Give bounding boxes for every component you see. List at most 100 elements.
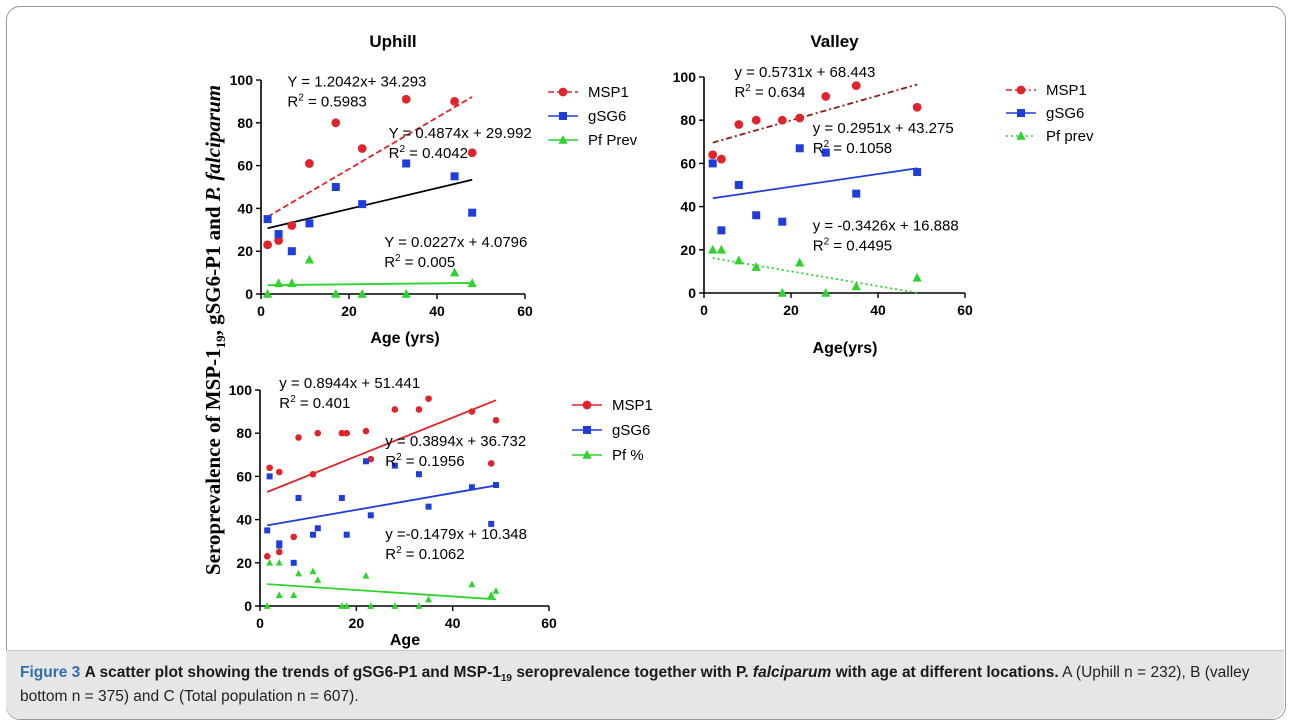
data-point-pf-prev [401,288,411,298]
r-squared-label: R2 = 0.401 [279,394,350,412]
trend-equation: y = 0.2951x + 43.275 [813,120,954,137]
data-point-msp1 [275,468,283,476]
data-point-msp1 [912,102,922,112]
data-point-msp1 [309,470,317,478]
data-point-msp1 [287,221,297,230]
data-point-msp1 [492,416,500,424]
trend-equation: y = -0.3426x + 16.888 [813,217,959,234]
data-point-msp1 [851,81,861,91]
data-point-msp1 [777,115,787,125]
y-tick-label: 20 [237,243,253,259]
data-point-msp1 [362,427,370,435]
data-point-gsg6 [415,471,422,478]
data-point-gsg6 [708,159,717,168]
y-tick-label: 0 [688,285,696,301]
data-point-gsg6 [778,217,787,226]
legend-marker [582,449,592,459]
legend-marker [1016,85,1026,95]
y-tick-label: 60 [680,155,696,171]
y-tick-label: 80 [237,115,253,131]
legend-label: gSG6 [588,108,626,125]
data-point-gsg6 [391,462,398,469]
figure-frame [6,6,1286,720]
data-point-msp1 [331,118,341,128]
data-point-msp1 [357,144,367,153]
data-point-gsg6 [717,226,726,235]
data-point-gsg6 [795,144,804,153]
y-tick-label: 60 [236,468,252,484]
data-point-gsg6 [852,189,861,198]
data-point-gsg6 [450,172,459,181]
trend-line-gsg6 [267,178,473,230]
data-point-pf-prev [751,262,761,271]
data-point-gsg6 [493,482,500,489]
caption-label: Figure 3 [20,664,81,681]
y-tick-label: 80 [236,425,252,441]
data-point-msp1 [263,240,272,250]
data-point-pf-prev [467,278,477,288]
data-point-gsg6 [338,495,345,501]
trend-line-msp1 [712,83,918,144]
data-point-gsg6 [290,559,297,566]
y-tick-label: 0 [245,286,253,302]
data-point-pf [338,602,346,609]
trend-line-pf-prev [712,257,918,294]
data-point-msp1 [468,408,476,415]
data-point-pf [266,559,274,566]
data-point-pf [263,602,271,609]
figure-caption: Figure 3 A scatter plot showing the tren… [20,661,1270,709]
data-point-msp1 [391,406,399,413]
trend-equation: Y = 0.4874x + 29.992 [389,125,532,142]
data-point-msp1 [751,115,761,125]
data-point-gsg6 [367,512,374,519]
data-point-msp1 [795,113,805,123]
r-squared-label: R2 = 0.4495 [813,236,892,254]
data-point-pf [415,602,423,609]
r-squared-label: R2 = 0.4042 [389,144,468,162]
data-point-gsg6 [358,200,367,209]
trend-line-gsg6 [267,484,497,527]
trend-line-pf-prev [267,282,473,287]
x-tick-label: 20 [349,615,365,631]
data-point-pf-prev [331,288,341,298]
y-tick-label: 40 [680,199,696,215]
data-point-msp1 [717,154,726,164]
data-point-msp1 [821,92,831,101]
legend-marker [1016,130,1026,140]
data-point-msp1 [450,97,459,106]
legend-label: Pf % [612,447,644,464]
r-squared-label: R2 = 0.005 [384,253,455,271]
r-squared-label: R2 = 0.1956 [385,452,464,470]
data-point-gsg6 [263,215,272,224]
legend-label: Pf Prev [588,132,638,149]
data-point-msp1 [295,434,302,441]
data-point-pf [275,559,283,566]
r-squared-label: R2 = 0.1062 [385,545,464,563]
data-point-msp1 [467,148,477,158]
data-point-pf-prev [716,244,726,254]
data-point-msp1 [367,455,375,463]
data-point-msp1 [487,460,495,467]
caption-body: A (Uphill n = 232), B (valley bottom n =… [20,664,1250,705]
trend-line-gsg6 [712,167,918,200]
data-point-msp1 [708,150,718,160]
data-point-gsg6 [266,473,273,480]
legend-label: Pf prev [1046,128,1094,145]
x-tick-label: 0 [256,615,264,631]
panel-2: Valley 0 20 40 60 80 100 0 20 40 60 Age(yrs) y = 0.5… [673,32,1094,357]
data-point-pf-prev [795,257,805,267]
y-tick-label: 20 [680,242,696,258]
trend-equation: y = 0.5731x + 68.443 [734,64,875,81]
data-point-gsg6 [309,531,316,538]
legend-marker [582,400,592,410]
data-point-pf [275,591,283,599]
y-tick-label: 80 [680,112,696,128]
legend-marker [583,426,591,434]
panel-title: Uphill [369,32,416,51]
data-point-pf-prev [777,287,787,297]
data-point-pf-prev [734,255,744,265]
data-point-msp1 [401,94,411,104]
data-point-pf [309,567,317,575]
data-point-gsg6 [295,495,302,501]
data-point-pf [468,580,476,588]
